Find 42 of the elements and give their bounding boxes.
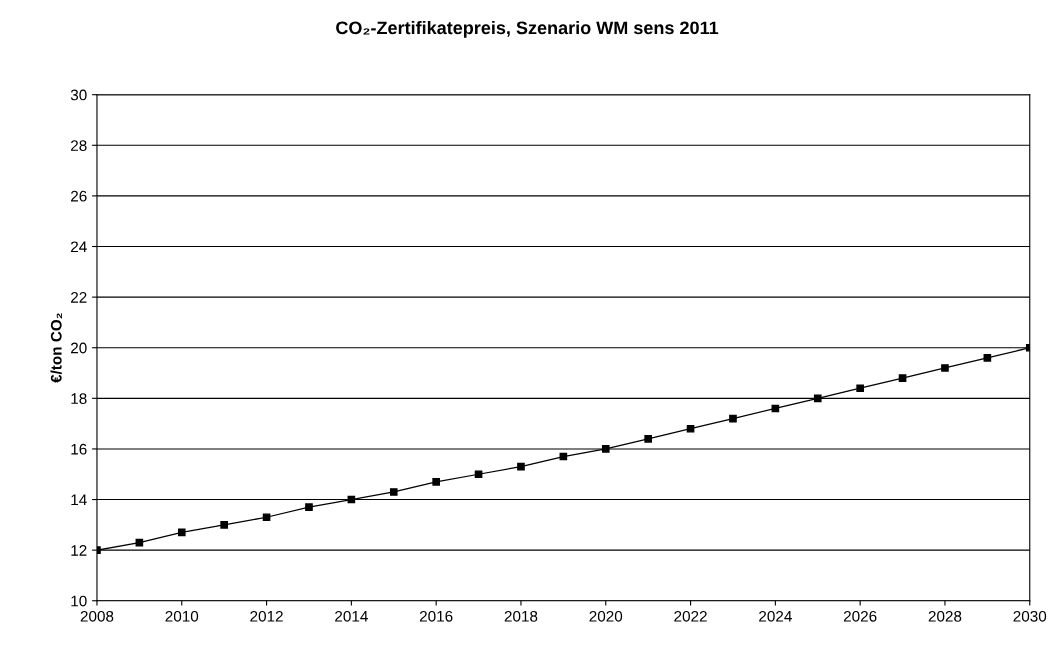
y-tick-label: 10 [71,595,87,607]
point [601,445,610,453]
point [177,528,186,537]
y-tick-label: 22 [71,291,87,303]
x-tick-label: 2010 [165,610,199,622]
y-tick-label: 14 [71,494,87,506]
x-tick-label: 2016 [419,610,453,622]
x-tick-label: 2030 [1013,610,1047,622]
x-tick-label: 2008 [80,610,114,622]
point [305,503,313,511]
x-tick-label: 2012 [250,610,283,622]
chart-title: CO₂-Zertifikatepreis, Szenario WM sens 2011 [336,20,719,38]
y-tick-label: 12 [71,545,87,556]
x-tick-label: 2024 [759,610,792,622]
x-tick-label: 2022 [674,610,707,622]
point [644,434,652,443]
x-tick-label: 2020 [589,610,623,622]
y-tick-label: 18 [71,393,87,405]
x-tick-label: 2026 [843,610,877,622]
y-tick-label: 20 [71,342,87,354]
point [686,424,695,433]
y-tick-label: 30 [70,89,87,101]
point [898,374,907,382]
point [474,470,483,479]
point [262,513,271,522]
point [983,354,992,362]
point [941,364,949,372]
point [856,384,864,393]
y-tick-label: 16 [71,443,87,455]
x-tick-label: 2028 [928,610,962,622]
point [813,394,822,403]
point [729,414,737,423]
point [389,488,398,496]
x-tick-label: 2014 [335,610,368,622]
point [517,462,525,471]
y-tick-label: 28 [71,140,87,151]
y-axis-title: €/ton CO₂ [50,313,63,383]
point [432,478,440,486]
x-tick-label: 2018 [504,610,538,622]
point [220,521,228,529]
y-tick-label: 24 [71,241,87,253]
y-tick-label: 26 [71,190,87,202]
